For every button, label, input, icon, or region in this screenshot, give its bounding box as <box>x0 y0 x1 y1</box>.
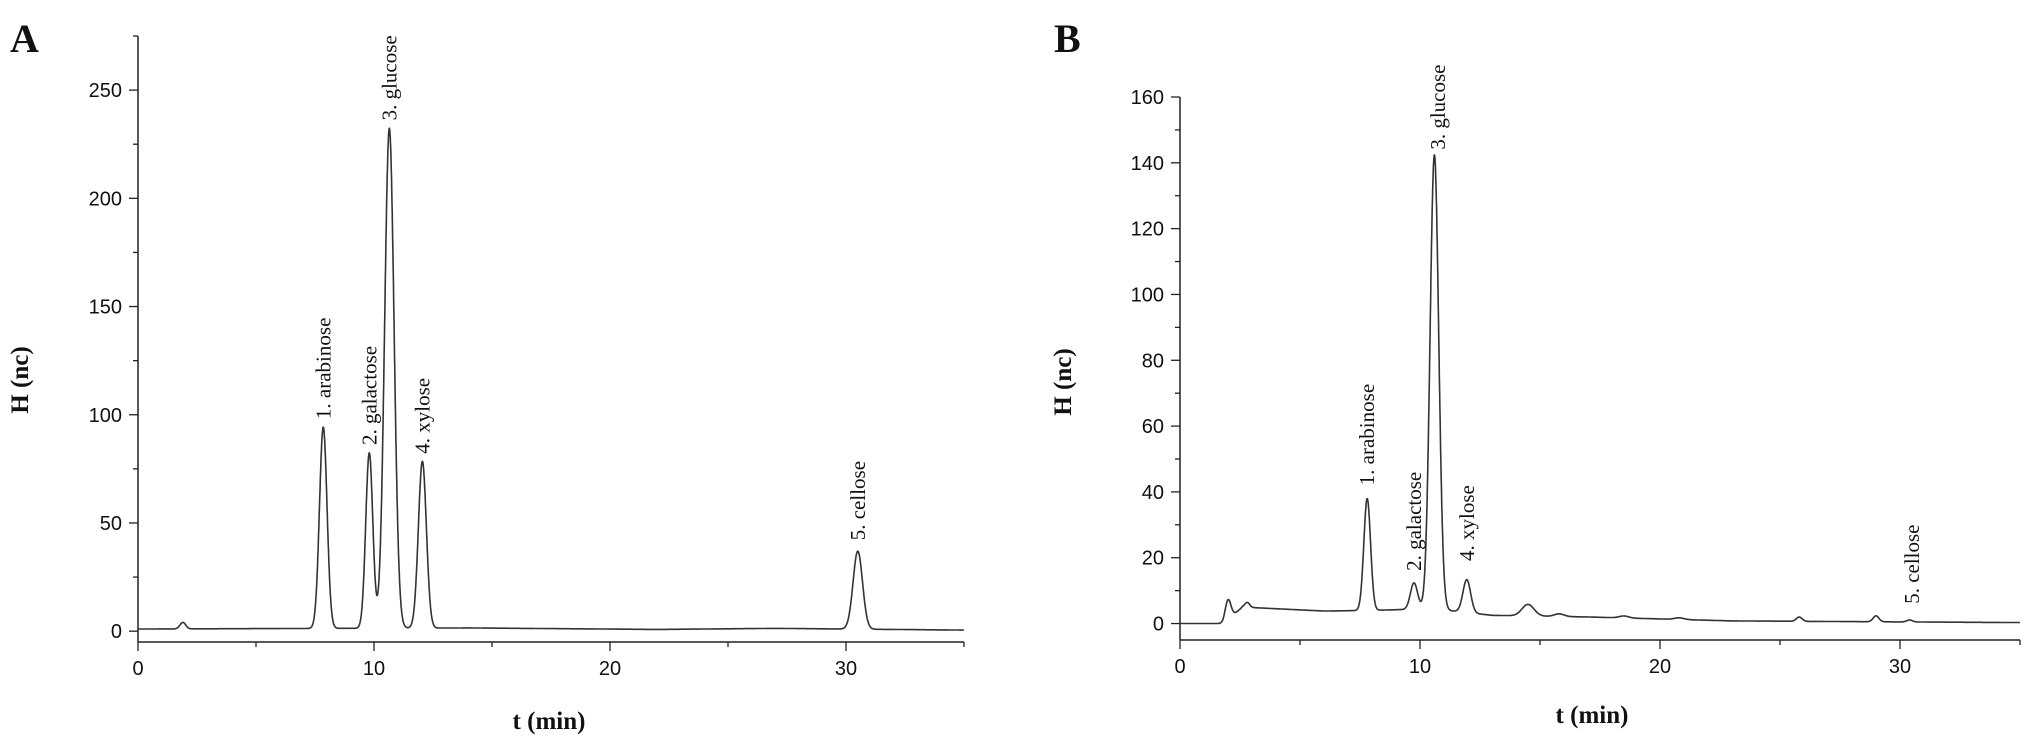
y-tick-label: 140 <box>1131 153 1164 175</box>
peak-annotation: 3. glucose <box>377 35 401 120</box>
y-tick-label: 60 <box>1142 416 1164 438</box>
peak-annotation: 2. galactose <box>357 346 381 445</box>
y-tick-label: 80 <box>1142 350 1164 372</box>
panel-b-chart: B t (min) H (nc) 0 10 20 30 0 20 40 60 80 100 120 1… <box>1050 16 2021 729</box>
peak-annotation: 1. arabinose <box>1355 384 1379 485</box>
panel-b-letter: B <box>1054 16 1081 61</box>
y-tick-label: 120 <box>1131 219 1164 241</box>
chromatogram-trace <box>1179 154 2021 625</box>
x-tick-label: 10 <box>1409 656 1431 678</box>
y-tick-label: 250 <box>89 80 122 102</box>
y-tick-label: 100 <box>89 405 122 427</box>
chromatogram-trace <box>137 127 965 631</box>
x-tick-label: 0 <box>1174 656 1185 678</box>
x-tick-label: 30 <box>835 658 857 680</box>
peak-annotation: 4. xylose <box>1455 485 1479 561</box>
panel-a-y-axis-title: H (nc) <box>7 346 34 413</box>
y-tick-label: 100 <box>1131 284 1164 306</box>
peak-annotation: 2. galactose <box>1402 472 1426 571</box>
y-tick-label: 0 <box>111 621 122 643</box>
panel-a-chart: A t (min) H (nc) 0 10 20 30 0 50 100 150 200 250 1… <box>7 16 965 735</box>
panel-b-x-axis-title: t (min) <box>1556 702 1629 729</box>
peak-annotation: 1. arabinose <box>311 318 335 419</box>
y-tick-label: 40 <box>1142 482 1164 504</box>
x-tick-label: 20 <box>1649 656 1671 678</box>
y-tick-label: 160 <box>1131 87 1164 109</box>
peak-annotation: 3. glucose <box>1426 64 1450 149</box>
peak-annotation: 4. xylose <box>410 378 434 454</box>
y-tick-label: 150 <box>89 297 122 319</box>
y-tick-label: 20 <box>1142 548 1164 570</box>
panel-a-x-axis-title: t (min) <box>513 708 586 735</box>
y-tick-label: 0 <box>1153 614 1164 636</box>
y-tick-label: 50 <box>100 513 122 535</box>
panel-b-y-axis-title: H (nc) <box>1050 348 1077 415</box>
x-tick-label: 0 <box>132 658 143 680</box>
x-tick-label: 10 <box>363 658 385 680</box>
panel-a-letter: A <box>10 16 39 61</box>
x-tick-label: 20 <box>599 658 621 680</box>
y-tick-label: 200 <box>89 188 122 210</box>
x-tick-label: 30 <box>1889 656 1911 678</box>
peak-annotation: 5. cellose <box>1900 524 1924 603</box>
peak-annotation: 5. cellose <box>846 461 870 540</box>
